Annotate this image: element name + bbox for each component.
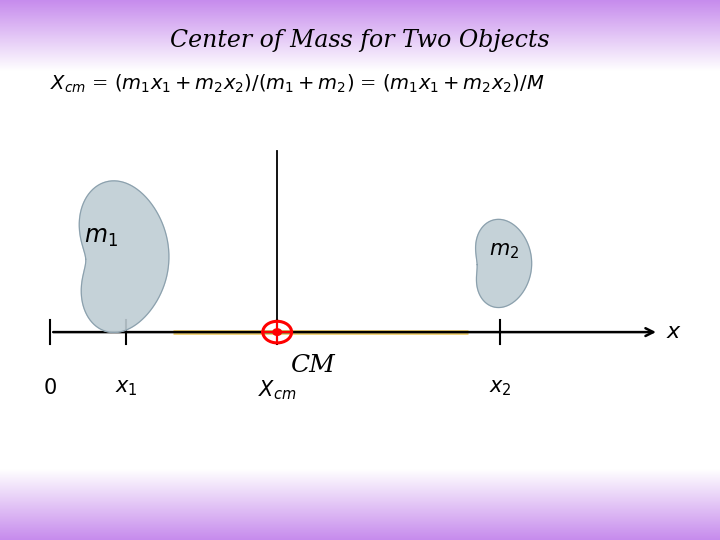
Circle shape [273,329,282,335]
Text: $x_1$: $x_1$ [114,378,138,397]
Text: $x$: $x$ [666,321,682,343]
Text: $X_{cm}$ = $(m_1 x_1 + m_2 x_2)/(m_1 + m_2)$ = $(m_1 x_1 + m_2 x_2)/M$: $X_{cm}$ = $(m_1 x_1 + m_2 x_2)/(m_1 + m… [50,72,545,95]
Text: $0$: $0$ [43,378,58,398]
Text: Center of Mass for Two Objects: Center of Mass for Two Objects [170,29,550,52]
Text: $x_2$: $x_2$ [489,378,512,397]
Text: $m_2$: $m_2$ [489,241,519,261]
Text: $m_1$: $m_1$ [84,226,118,249]
Text: CM: CM [290,354,335,377]
Text: $X_{cm}$: $X_{cm}$ [258,378,297,402]
Polygon shape [79,181,169,333]
Polygon shape [476,219,531,308]
